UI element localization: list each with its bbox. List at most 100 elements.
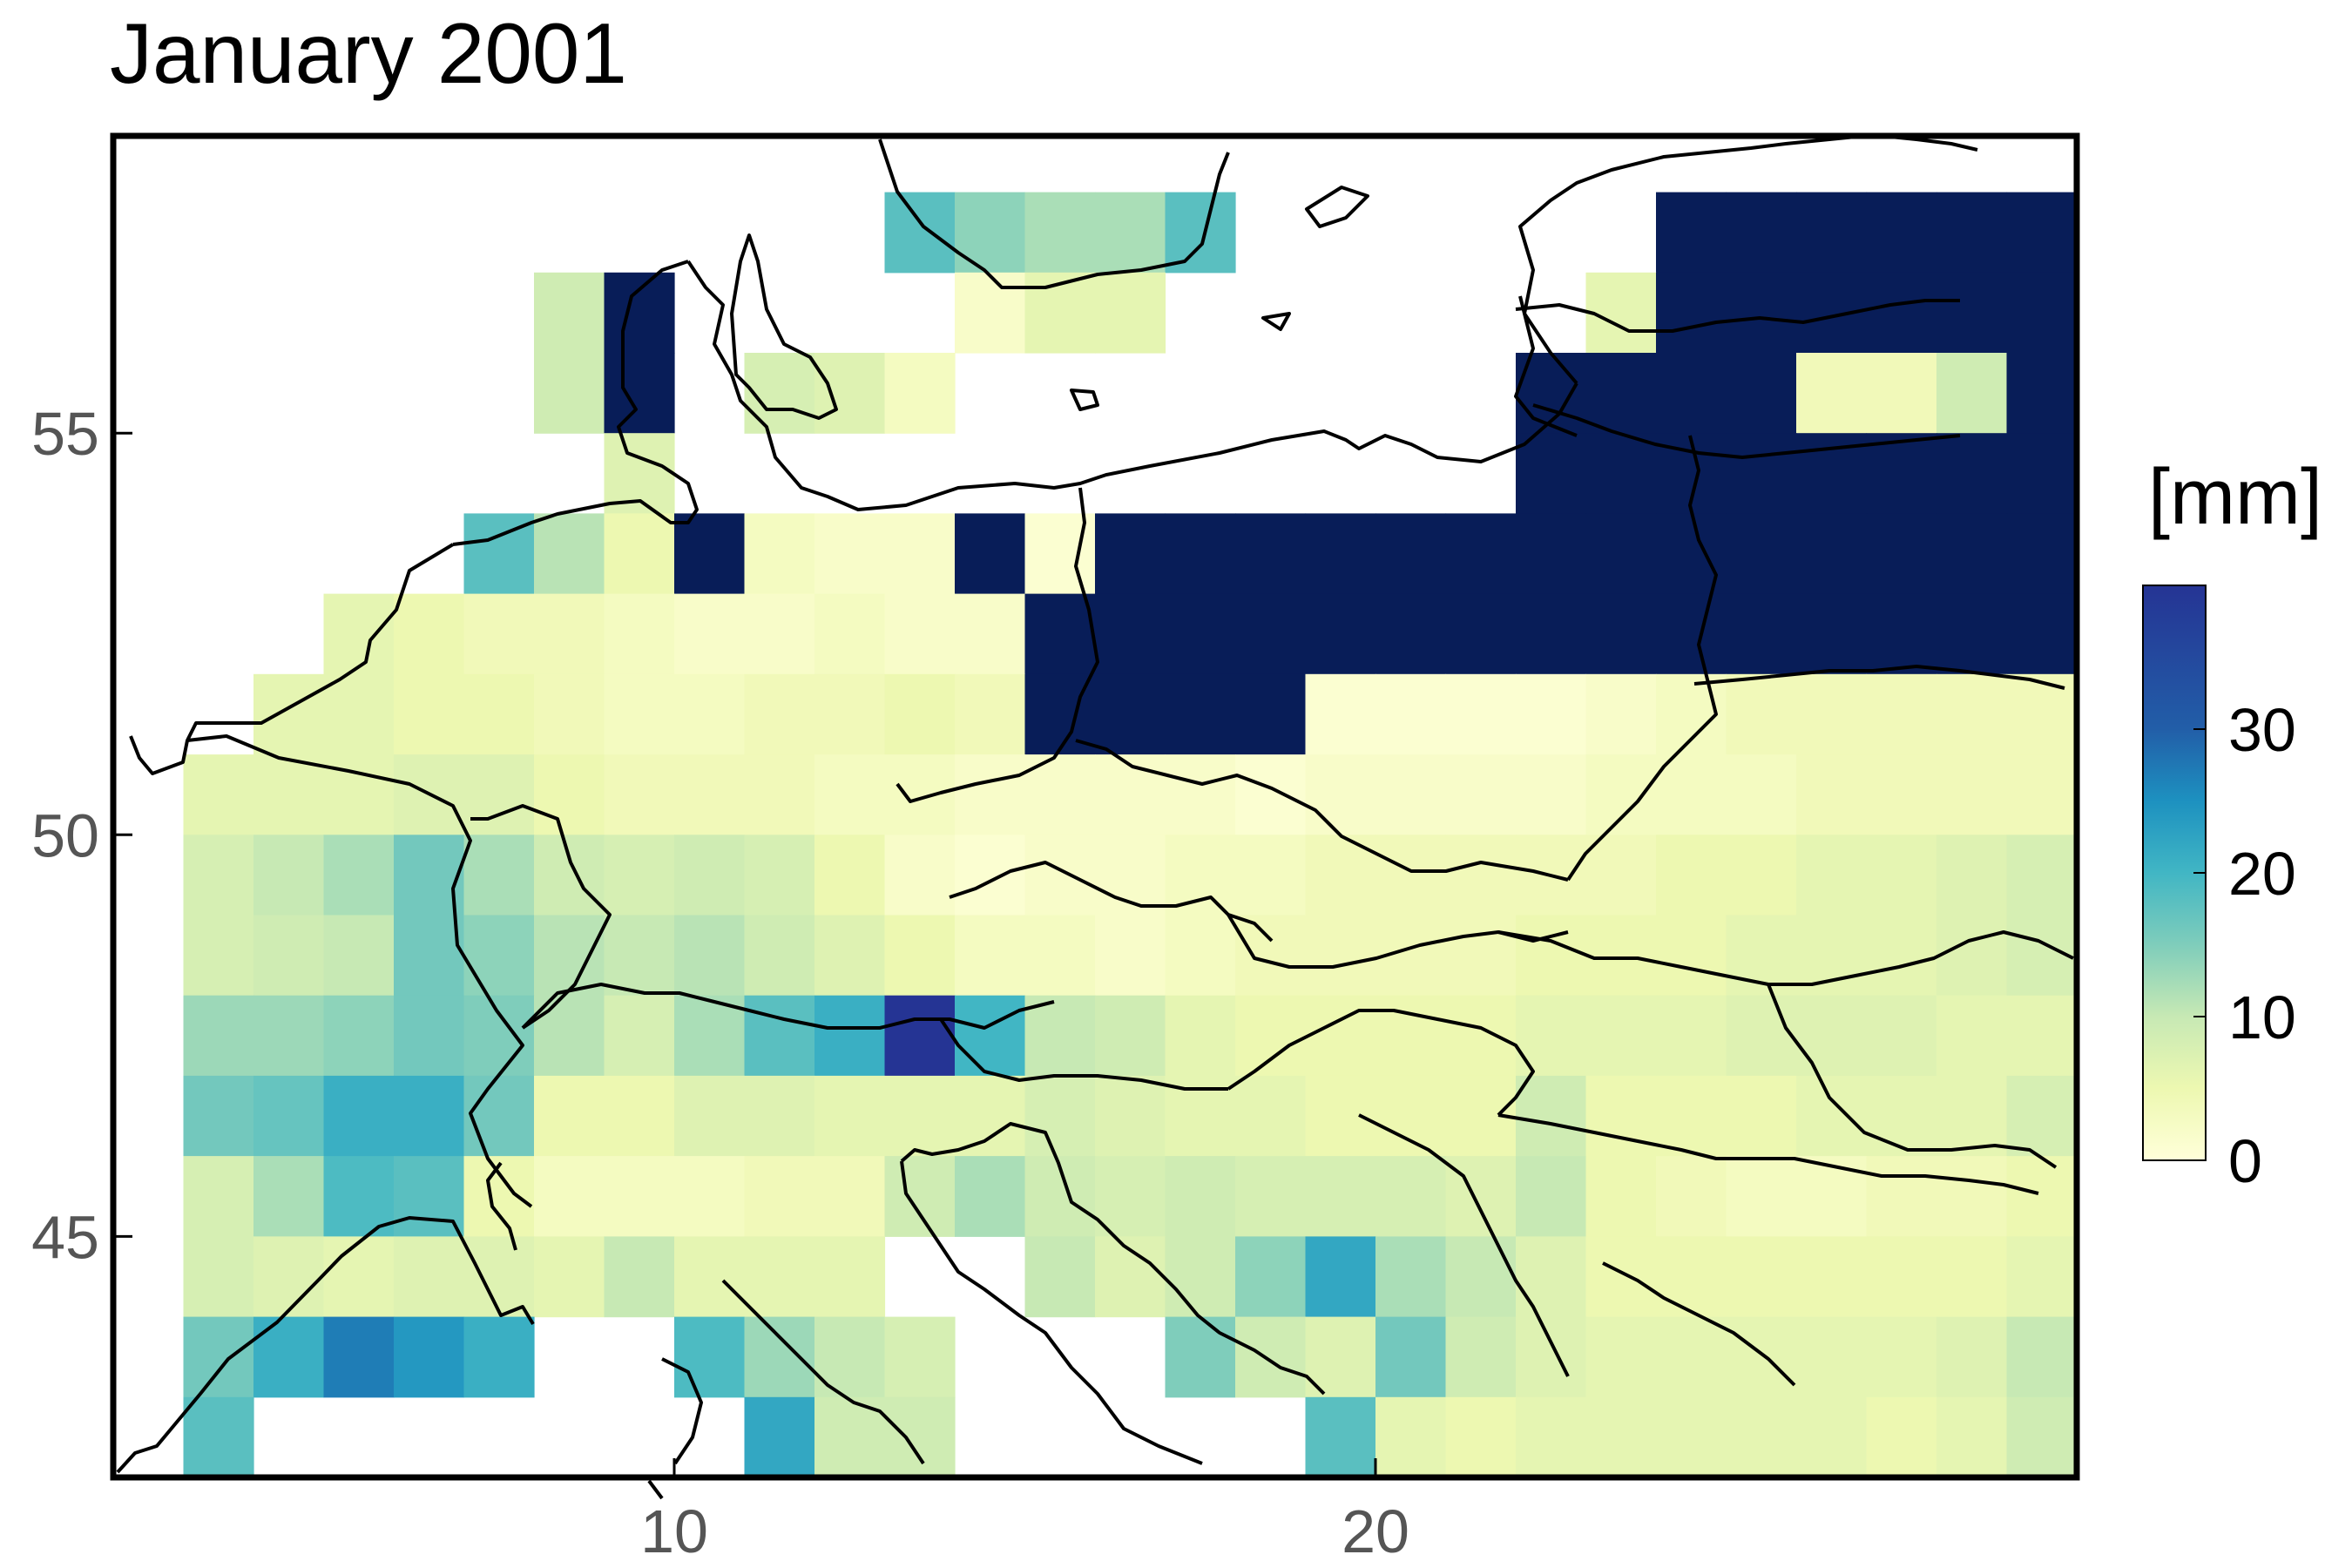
grid-cell [463, 754, 535, 835]
grid-cell [604, 995, 675, 1077]
grid-cell [1165, 995, 1236, 1077]
grid-cell [674, 1316, 746, 1398]
grid-cell [1585, 1156, 1657, 1237]
grid-cell [1585, 272, 1657, 354]
grid-cell [253, 1316, 325, 1398]
grid-cell [1585, 995, 1657, 1077]
border-poland-ukraine [1566, 435, 1718, 882]
grid-cell [253, 915, 325, 997]
grid-cell [534, 513, 605, 595]
grid-cell [1165, 835, 1236, 916]
grid-cell [1936, 513, 2008, 595]
grid-cell [2006, 1236, 2078, 1318]
grid-cell [1375, 1316, 1447, 1398]
grid-cell [1516, 513, 1587, 595]
grid-cell [744, 673, 815, 755]
grid-cell [323, 1075, 395, 1157]
grid-cell [1585, 673, 1657, 755]
grid-cell [1936, 1396, 2008, 1478]
grid-cell [1656, 1316, 1727, 1398]
y-tick-label: 55 [31, 400, 99, 468]
grid-cell [814, 915, 886, 997]
grid-cell [1866, 1075, 1937, 1157]
grid-cell [1866, 513, 1937, 595]
grid-cell [674, 915, 746, 997]
grid-cell [1866, 272, 1937, 354]
grid-cell [1095, 593, 1166, 675]
grid-cell [1516, 1316, 1587, 1398]
grid-cell [323, 593, 395, 675]
grid-cell [1936, 593, 2008, 675]
grid-cell [1165, 1156, 1236, 1237]
grid-cell [1936, 1075, 2008, 1157]
grid-cell [1445, 673, 1517, 755]
grid-cell [1866, 915, 1937, 997]
grid-cell [1516, 1236, 1587, 1318]
grid-cell [534, 272, 605, 354]
grid-cell [1866, 673, 1937, 755]
grid-cell [183, 835, 254, 916]
grid-cell [1866, 995, 1937, 1077]
border-alps [521, 983, 1228, 1091]
grid-cell [1095, 192, 1166, 274]
grid-cell [394, 673, 465, 755]
grid-cell [2006, 673, 2078, 755]
grid-cell [1936, 995, 2008, 1077]
grid-cell [1375, 513, 1447, 595]
grid-cell [1796, 835, 1868, 916]
grid-cell [1516, 915, 1587, 997]
border-baltics [1515, 299, 1961, 459]
grid-cell [1656, 915, 1727, 997]
grid-cell [1235, 1156, 1307, 1237]
grid-cell [884, 593, 956, 675]
grid-cell [1305, 513, 1376, 595]
grid-cell [604, 915, 675, 997]
grid-cell [463, 673, 535, 755]
grid-cell [1866, 1396, 1937, 1478]
grid-cell [2006, 1316, 2078, 1398]
grid-cell [534, 1075, 605, 1157]
y-axis: 45 50 55 [31, 400, 132, 1271]
grid-cell [534, 1236, 605, 1318]
grid-cell [744, 1316, 815, 1398]
grid-cell [744, 513, 815, 595]
grid-cell [1936, 1236, 2008, 1318]
grid-cell [323, 1156, 395, 1237]
grid-cell [744, 1075, 815, 1157]
grid-cell [1095, 513, 1166, 595]
grid-cell [394, 1236, 465, 1318]
grid-cell [253, 995, 325, 1077]
grid-cell [744, 995, 815, 1077]
grid-cell [183, 995, 254, 1077]
grid-cell [1305, 1236, 1376, 1318]
grid-cell [1656, 754, 1727, 835]
grid-cell [1936, 915, 2008, 997]
grid-cell [1095, 995, 1166, 1077]
grid-cell [1095, 1156, 1166, 1237]
grid-cell [1165, 192, 1236, 274]
grid-cell [1165, 593, 1236, 675]
grid-cell [1235, 835, 1307, 916]
grid-cell [2006, 513, 2078, 595]
grid-cell [604, 835, 675, 916]
grid-cell [1235, 673, 1307, 755]
grid-cell [394, 593, 465, 675]
grid-cell [674, 673, 746, 755]
grid-cell [1726, 995, 1797, 1077]
grid-cell [1375, 673, 1447, 755]
grid-cell [1656, 1075, 1727, 1157]
grid-cell [1796, 1236, 1868, 1318]
grid-cell [1656, 995, 1727, 1077]
grid-cell [744, 1156, 815, 1237]
grid-cell [1165, 673, 1236, 755]
grid-cell [1796, 915, 1868, 997]
grid-cell [1936, 272, 2008, 354]
grid-cell [884, 1075, 956, 1157]
grid-cell [1305, 1396, 1376, 1478]
coastline-germany-north [452, 260, 1578, 546]
grid-cell [1726, 192, 1797, 274]
grid-cell [1936, 673, 2008, 755]
grid-cell [463, 835, 535, 916]
grid-cell [183, 1075, 254, 1157]
grid-cell [253, 1156, 325, 1237]
